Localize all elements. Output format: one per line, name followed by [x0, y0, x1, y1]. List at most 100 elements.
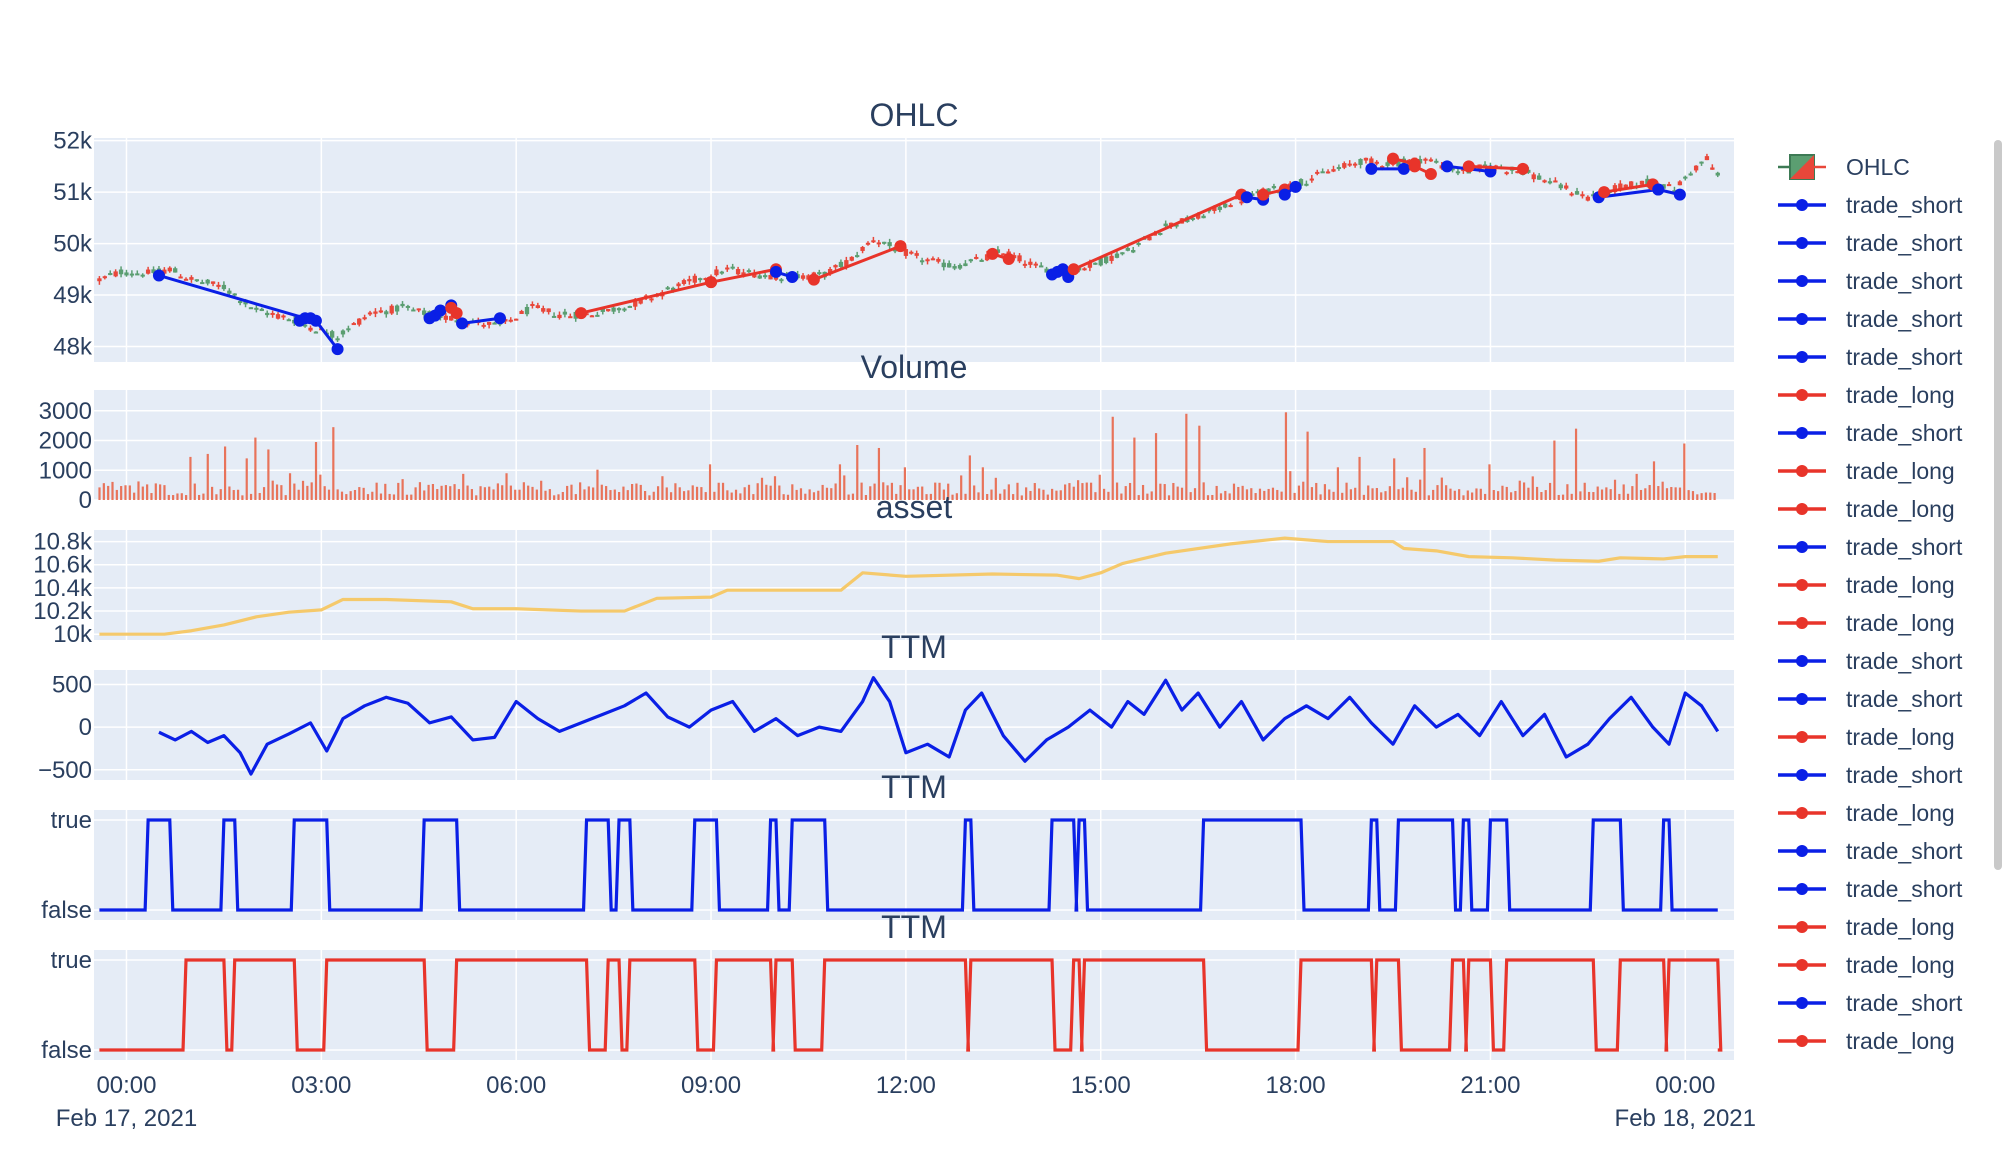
- legend-item-short[interactable]: trade_short: [1778, 876, 1963, 902]
- legend-item-long[interactable]: trade_long: [1778, 496, 1955, 522]
- legend-marker-icon: [1796, 845, 1808, 857]
- legend-item-long[interactable]: trade_long: [1778, 610, 1955, 636]
- volume-bar: [1713, 493, 1716, 500]
- legend-item-short[interactable]: trade_short: [1778, 344, 1963, 370]
- candle-body: [357, 318, 362, 325]
- candle-body: [1352, 163, 1358, 166]
- legend-item-long[interactable]: trade_long: [1778, 952, 1955, 978]
- legend-item-short[interactable]: trade_short: [1778, 230, 1963, 256]
- volume-bar: [167, 494, 170, 500]
- legend-item-long[interactable]: trade_long: [1778, 1028, 1955, 1054]
- candle-body: [638, 298, 643, 304]
- volume-bar: [423, 490, 426, 500]
- candle-body: [118, 269, 124, 275]
- volume-bar: [769, 485, 772, 500]
- candle-body: [919, 260, 925, 263]
- legend-item-short[interactable]: trade_short: [1778, 420, 1963, 446]
- legend-item-long[interactable]: trade_long: [1778, 572, 1955, 598]
- legend-label: OHLC: [1846, 154, 1910, 180]
- volume-bar: [1029, 490, 1032, 500]
- volume-bar: [375, 482, 378, 500]
- legend-item-short[interactable]: trade_short: [1778, 648, 1963, 674]
- volume-bar: [336, 489, 339, 500]
- volume-bar: [890, 482, 894, 500]
- volume-bar: [1146, 493, 1149, 500]
- volume-bar: [431, 484, 435, 500]
- volume-bar: [1258, 488, 1262, 500]
- volume-bar: [314, 442, 318, 500]
- candle-body: [546, 308, 551, 313]
- volume-bar: [942, 489, 945, 500]
- volume-bar: [1401, 487, 1404, 500]
- legend-item-candle[interactable]: OHLC: [1778, 154, 1910, 180]
- volume-bar: [262, 487, 266, 500]
- legend-item-long[interactable]: trade_long: [1778, 800, 1955, 826]
- legend-item-short[interactable]: trade_short: [1778, 686, 1963, 712]
- candle-body: [205, 279, 210, 284]
- volume-bar: [1115, 482, 1119, 500]
- volume-bar: [267, 449, 270, 500]
- legend-item-short[interactable]: trade_short: [1778, 534, 1963, 560]
- x-tick-label: 09:00: [681, 1072, 741, 1099]
- legend-item-short[interactable]: trade_short: [1778, 838, 1963, 864]
- volume-bar: [379, 493, 383, 500]
- volume-bar: [1639, 489, 1643, 500]
- trade-point: [304, 312, 317, 325]
- volume-bar: [98, 487, 101, 500]
- candle-body: [140, 274, 145, 277]
- trade-point: [769, 265, 782, 278]
- legend-marker-icon: [1796, 465, 1808, 477]
- legend-item-long[interactable]: trade_long: [1778, 724, 1955, 750]
- legend-marker-icon: [1796, 731, 1808, 743]
- volume-bar: [479, 486, 482, 500]
- legend-item-long[interactable]: trade_long: [1778, 382, 1955, 408]
- panel-title: Volume: [861, 349, 968, 385]
- volume-bar: [1124, 486, 1127, 500]
- trade-long: [445, 301, 463, 320]
- y-tick-label: 10.6k: [33, 552, 93, 579]
- candle-body: [600, 308, 605, 312]
- candle-body: [1374, 161, 1379, 164]
- candle-body: [173, 268, 178, 273]
- volume-bars: [98, 412, 1716, 500]
- volume-bar: [1289, 471, 1292, 500]
- x-axis: 00:00 Feb 17, 2021 03:00 06:00 09:00 12:00 15:…: [56, 1072, 1756, 1132]
- volume-bar: [804, 493, 807, 500]
- candle-body: [1363, 157, 1369, 161]
- volume-bar: [1154, 433, 1158, 500]
- candle-body: [1028, 261, 1033, 265]
- legend-item-short[interactable]: trade_short: [1778, 268, 1963, 294]
- candle-body: [508, 319, 513, 322]
- legend-item-short[interactable]: trade_short: [1778, 306, 1963, 332]
- legend-item-short[interactable]: trade_short: [1778, 192, 1963, 218]
- candle-body: [968, 259, 973, 262]
- volume-bar: [223, 446, 227, 500]
- legend-item-long[interactable]: trade_long: [1778, 914, 1955, 940]
- legend-item-short[interactable]: trade_short: [1778, 762, 1963, 788]
- legend-marker-icon: [1796, 997, 1808, 1009]
- volume-bar: [886, 485, 889, 500]
- legend-item-long[interactable]: trade_long: [1778, 458, 1955, 484]
- legend-label: trade_long: [1846, 952, 1955, 978]
- candle-body: [698, 278, 703, 281]
- legend[interactable]: OHLCtrade_shorttrade_shorttrade_shorttra…: [1778, 154, 1963, 1054]
- volume-bar: [1271, 487, 1275, 500]
- volume-bar: [661, 476, 664, 500]
- legend-item-short[interactable]: trade_short: [1778, 990, 1963, 1016]
- candle-body: [633, 299, 638, 307]
- volume-bar: [371, 491, 374, 500]
- volume-bar: [977, 492, 980, 500]
- volume-bar: [1626, 493, 1630, 500]
- candle-body: [232, 293, 237, 296]
- volume-bar: [1670, 487, 1673, 500]
- volume-bar: [1613, 479, 1617, 500]
- candle-body: [909, 251, 914, 254]
- legend-scrollbar[interactable]: [1994, 140, 2002, 870]
- candle-body: [1628, 181, 1634, 188]
- x-tick-label: 15:00: [1071, 1072, 1131, 1099]
- legend-marker-icon: [1796, 769, 1808, 781]
- volume-bar: [392, 494, 396, 500]
- asset-series-line: [99, 536, 1718, 636]
- volume-bar: [843, 475, 846, 500]
- volume-bar: [947, 483, 950, 500]
